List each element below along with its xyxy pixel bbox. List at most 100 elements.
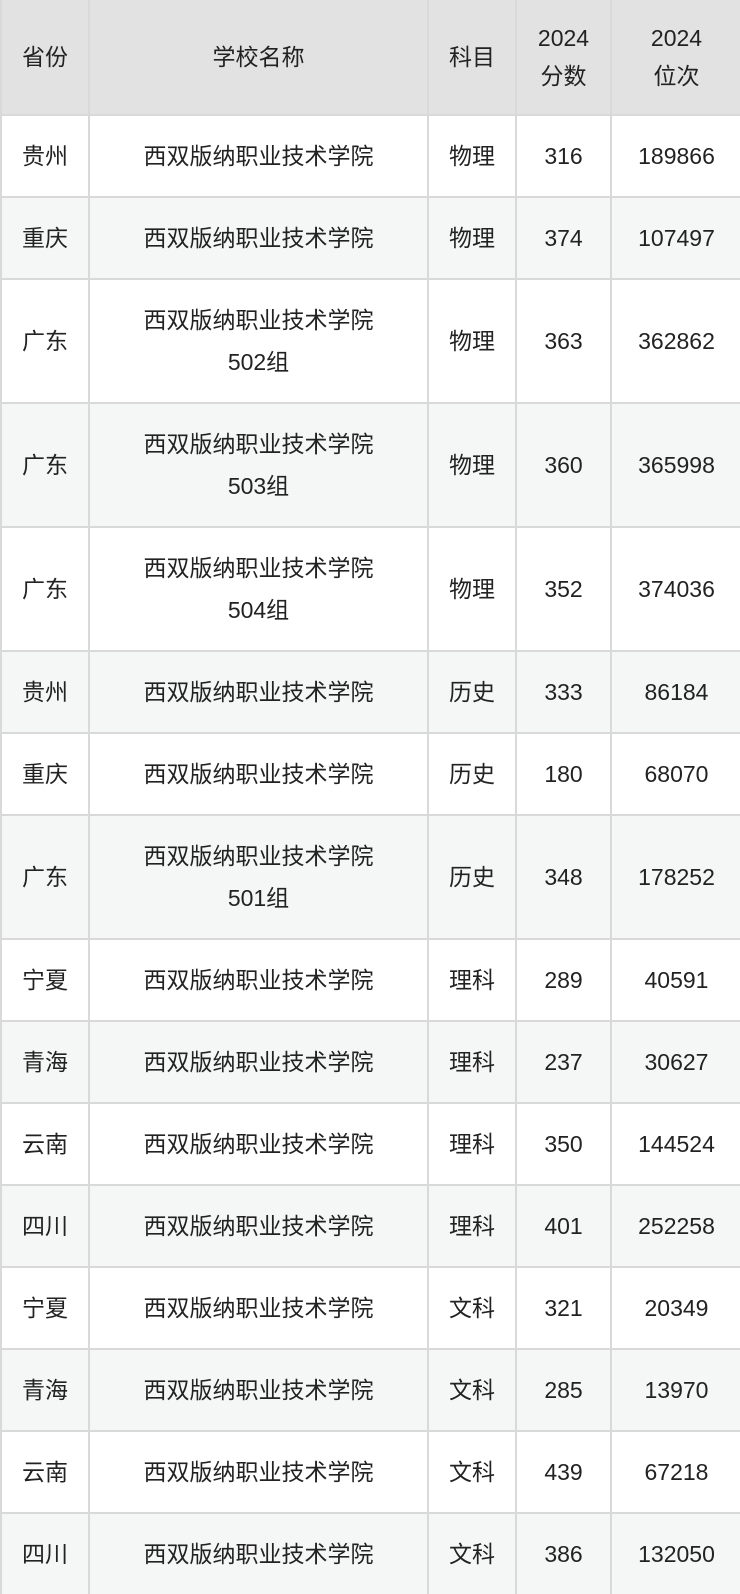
table-row: 宁夏 西双版纳职业技术学院 文科 321 20349 xyxy=(0,1266,740,1350)
cell-school: 西双版纳职业技术学院 xyxy=(88,1020,429,1104)
cell-score: 316 xyxy=(515,114,612,198)
cell-score: 285 xyxy=(515,1348,612,1432)
cell-subject: 文科 xyxy=(427,1512,517,1594)
cell-score: 350 xyxy=(515,1102,612,1186)
cell-rank: 40591 xyxy=(610,938,740,1022)
cell-province: 云南 xyxy=(0,1430,90,1514)
cell-score: 374 xyxy=(515,196,612,280)
cell-rank: 13970 xyxy=(610,1348,740,1432)
header-score-2024: 2024 分数 xyxy=(515,0,612,116)
cell-subject: 历史 xyxy=(427,814,517,940)
cell-province: 贵州 xyxy=(0,650,90,734)
cell-province: 贵州 xyxy=(0,114,90,198)
cell-school: 西双版纳职业技术学院 xyxy=(88,650,429,734)
table-row: 云南 西双版纳职业技术学院 文科 439 67218 xyxy=(0,1430,740,1514)
table-row: 重庆 西双版纳职业技术学院 物理 374 107497 xyxy=(0,196,740,280)
cell-school: 西双版纳职业技术学院 xyxy=(88,196,429,280)
cell-subject: 理科 xyxy=(427,1020,517,1104)
cell-school: 西双版纳职业技术学院 xyxy=(88,1184,429,1268)
cell-school: 西双版纳职业技术学院 xyxy=(88,1430,429,1514)
cell-school: 西双版纳职业技术学院 xyxy=(88,1266,429,1350)
cell-school: 西双版纳职业技术学院 xyxy=(88,1102,429,1186)
cell-school: 西双版纳职业技术学院 503组 xyxy=(88,402,429,528)
cell-subject: 物理 xyxy=(427,526,517,652)
header-row: 省份 学校名称 科目 2024 分数 2024 位次 xyxy=(0,0,740,116)
cell-rank: 86184 xyxy=(610,650,740,734)
table-row: 青海 西双版纳职业技术学院 理科 237 30627 xyxy=(0,1020,740,1104)
cell-province: 广东 xyxy=(0,278,90,404)
table-row: 广东 西双版纳职业技术学院 503组 物理 360 365998 xyxy=(0,402,740,528)
table-row: 四川 西双版纳职业技术学院 文科 386 132050 xyxy=(0,1512,740,1594)
cell-score: 363 xyxy=(515,278,612,404)
cell-province: 四川 xyxy=(0,1184,90,1268)
cell-score: 180 xyxy=(515,732,612,816)
cell-score: 237 xyxy=(515,1020,612,1104)
cell-province: 青海 xyxy=(0,1348,90,1432)
cell-subject: 理科 xyxy=(427,1102,517,1186)
cell-province: 云南 xyxy=(0,1102,90,1186)
cell-school: 西双版纳职业技术学院 xyxy=(88,938,429,1022)
cell-rank: 365998 xyxy=(610,402,740,528)
cell-rank: 178252 xyxy=(610,814,740,940)
table-row: 青海 西双版纳职业技术学院 文科 285 13970 xyxy=(0,1348,740,1432)
cell-score: 352 xyxy=(515,526,612,652)
cell-rank: 107497 xyxy=(610,196,740,280)
cell-school: 西双版纳职业技术学院 xyxy=(88,1512,429,1594)
header-province: 省份 xyxy=(0,0,90,116)
cell-score: 386 xyxy=(515,1512,612,1594)
cell-subject: 文科 xyxy=(427,1348,517,1432)
table-row: 四川 西双版纳职业技术学院 理科 401 252258 xyxy=(0,1184,740,1268)
table-body: 贵州 西双版纳职业技术学院 物理 316 189866 重庆 西双版纳职业技术学院 物理 374… xyxy=(0,114,740,1594)
cell-rank: 132050 xyxy=(610,1512,740,1594)
cell-province: 广东 xyxy=(0,526,90,652)
cell-subject: 文科 xyxy=(427,1266,517,1350)
cell-rank: 362862 xyxy=(610,278,740,404)
cell-school: 西双版纳职业技术学院 xyxy=(88,732,429,816)
cell-subject: 物理 xyxy=(427,402,517,528)
cell-rank: 374036 xyxy=(610,526,740,652)
cell-school: 西双版纳职业技术学院 501组 xyxy=(88,814,429,940)
cell-score: 360 xyxy=(515,402,612,528)
cell-subject: 理科 xyxy=(427,938,517,1022)
cell-school: 西双版纳职业技术学院 xyxy=(88,1348,429,1432)
cell-subject: 理科 xyxy=(427,1184,517,1268)
cell-province: 青海 xyxy=(0,1020,90,1104)
cell-school: 西双版纳职业技术学院 502组 xyxy=(88,278,429,404)
cell-subject: 历史 xyxy=(427,650,517,734)
cell-rank: 252258 xyxy=(610,1184,740,1268)
cell-rank: 68070 xyxy=(610,732,740,816)
table-header: 省份 学校名称 科目 2024 分数 2024 位次 xyxy=(0,0,740,116)
cell-province: 宁夏 xyxy=(0,1266,90,1350)
cell-score: 348 xyxy=(515,814,612,940)
cell-province: 重庆 xyxy=(0,196,90,280)
cell-subject: 文科 xyxy=(427,1430,517,1514)
cell-rank: 144524 xyxy=(610,1102,740,1186)
cell-score: 333 xyxy=(515,650,612,734)
cell-province: 宁夏 xyxy=(0,938,90,1022)
cell-subject: 历史 xyxy=(427,732,517,816)
table-row: 贵州 西双版纳职业技术学院 历史 333 86184 xyxy=(0,650,740,734)
cell-rank: 67218 xyxy=(610,1430,740,1514)
table-row: 宁夏 西双版纳职业技术学院 理科 289 40591 xyxy=(0,938,740,1022)
cell-rank: 30627 xyxy=(610,1020,740,1104)
cell-score: 289 xyxy=(515,938,612,1022)
table-row: 重庆 西双版纳职业技术学院 历史 180 68070 xyxy=(0,732,740,816)
cell-subject: 物理 xyxy=(427,196,517,280)
cell-score: 439 xyxy=(515,1430,612,1514)
cell-subject: 物理 xyxy=(427,114,517,198)
header-subject: 科目 xyxy=(427,0,517,116)
table-row: 贵州 西双版纳职业技术学院 物理 316 189866 xyxy=(0,114,740,198)
table-row: 云南 西双版纳职业技术学院 理科 350 144524 xyxy=(0,1102,740,1186)
cell-score: 401 xyxy=(515,1184,612,1268)
header-rank-2024: 2024 位次 xyxy=(610,0,740,116)
cell-school: 西双版纳职业技术学院 xyxy=(88,114,429,198)
cell-school: 西双版纳职业技术学院 504组 xyxy=(88,526,429,652)
cell-subject: 物理 xyxy=(427,278,517,404)
cell-score: 321 xyxy=(515,1266,612,1350)
table-row: 广东 西双版纳职业技术学院 502组 物理 363 362862 xyxy=(0,278,740,404)
cell-province: 重庆 xyxy=(0,732,90,816)
cell-province: 广东 xyxy=(0,402,90,528)
cell-province: 广东 xyxy=(0,814,90,940)
cell-rank: 189866 xyxy=(610,114,740,198)
